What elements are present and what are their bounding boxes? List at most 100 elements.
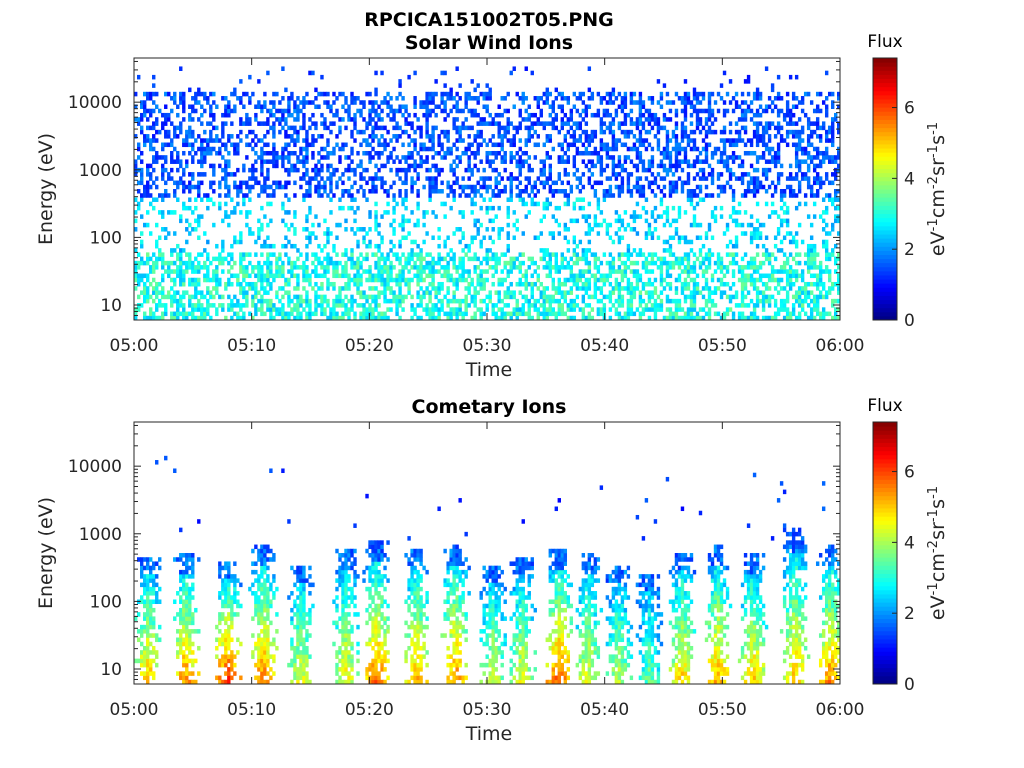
heatmap-cell bbox=[260, 104, 264, 110]
heatmap-cell bbox=[428, 100, 432, 105]
heatmap-cell bbox=[164, 260, 168, 266]
heatmap-cell bbox=[437, 227, 441, 232]
heatmap-cell bbox=[269, 252, 273, 257]
heatmap-cell bbox=[314, 265, 318, 270]
heatmap-cell bbox=[740, 231, 745, 236]
heatmap-cell bbox=[761, 138, 766, 143]
heatmap-cell bbox=[167, 91, 171, 97]
heatmap-cell bbox=[209, 163, 213, 169]
heatmap-cell bbox=[254, 180, 258, 186]
heatmap-cell bbox=[692, 129, 697, 135]
heatmap-cell bbox=[479, 142, 483, 148]
heatmap-cell bbox=[296, 155, 300, 160]
heatmap-cell bbox=[356, 189, 360, 194]
heatmap-cell bbox=[308, 210, 312, 215]
heatmap-cell bbox=[680, 269, 685, 274]
heatmap-cell bbox=[626, 248, 631, 253]
heatmap-cell bbox=[503, 260, 507, 266]
heatmap-cell bbox=[410, 248, 414, 253]
heatmap-cell bbox=[641, 311, 646, 317]
heatmap-cell bbox=[791, 307, 796, 312]
heatmap-cell bbox=[593, 265, 598, 270]
heatmap-cell bbox=[611, 193, 616, 198]
heatmap-cell bbox=[560, 260, 564, 266]
heatmap-cell bbox=[548, 307, 552, 312]
heatmap-cell bbox=[641, 265, 646, 270]
heatmap-cell bbox=[425, 146, 429, 152]
heatmap-cell bbox=[656, 303, 661, 308]
heatmap-cell bbox=[629, 227, 634, 232]
heatmap-cell bbox=[671, 315, 676, 321]
heatmap-cell bbox=[785, 210, 790, 215]
heatmap-cell bbox=[431, 269, 435, 274]
heatmap-cell bbox=[467, 184, 471, 190]
heatmap-cell bbox=[464, 307, 468, 312]
heatmap-cell bbox=[689, 269, 694, 274]
heatmap-cell bbox=[632, 273, 637, 279]
heatmap-cell bbox=[284, 193, 288, 198]
heatmap-cell bbox=[386, 269, 390, 274]
heatmap-cell bbox=[752, 129, 757, 135]
heatmap-cell bbox=[758, 180, 763, 186]
heatmap-cell bbox=[614, 311, 619, 317]
heatmap-cell bbox=[608, 100, 613, 105]
heatmap-cell bbox=[698, 117, 703, 122]
heatmap-cell bbox=[284, 243, 288, 249]
heatmap-cell bbox=[584, 290, 589, 295]
heatmap-cell bbox=[173, 193, 177, 198]
heatmap-cell bbox=[731, 311, 736, 317]
heatmap-cell bbox=[350, 298, 354, 304]
heatmap-cell bbox=[263, 150, 267, 156]
heatmap-cell bbox=[722, 129, 727, 135]
heatmap-cell bbox=[707, 112, 712, 118]
heatmap-cell bbox=[290, 265, 294, 270]
heatmap-cell bbox=[764, 315, 769, 321]
heatmap-cell bbox=[221, 112, 225, 118]
heatmap-cell bbox=[575, 286, 580, 291]
heatmap-cell bbox=[716, 108, 721, 114]
heatmap-cell bbox=[698, 108, 703, 114]
heatmap-cell bbox=[182, 303, 186, 308]
heatmap-cell bbox=[221, 269, 225, 274]
heatmap-cell bbox=[569, 218, 574, 224]
heatmap-cell bbox=[509, 142, 513, 148]
heatmap-cell bbox=[674, 108, 679, 114]
heatmap-cell bbox=[266, 307, 270, 312]
heatmap-cell bbox=[557, 176, 561, 181]
heatmap-cell bbox=[377, 155, 381, 160]
heatmap-cell bbox=[476, 281, 480, 287]
heatmap-cell bbox=[698, 248, 703, 253]
heatmap-cell bbox=[716, 277, 721, 283]
heatmap-cell bbox=[272, 277, 276, 283]
heatmap-cell bbox=[422, 277, 426, 283]
heatmap-cell bbox=[317, 180, 321, 186]
heatmap-cell bbox=[593, 180, 598, 186]
heatmap-cell bbox=[677, 142, 682, 148]
heatmap-cell bbox=[311, 311, 315, 317]
heatmap-cell bbox=[686, 311, 691, 317]
heatmap-cell bbox=[182, 184, 186, 190]
heatmap-cell bbox=[218, 146, 222, 152]
heatmap-cell bbox=[314, 290, 318, 295]
heatmap-cell bbox=[779, 307, 784, 312]
heatmap-cell bbox=[212, 180, 216, 186]
heatmap-cell bbox=[410, 184, 414, 190]
heatmap-cell bbox=[545, 265, 549, 270]
heatmap-cell bbox=[410, 265, 414, 270]
heatmap-cell bbox=[770, 210, 775, 215]
heatmap-cell bbox=[449, 315, 453, 321]
heatmap-cell bbox=[374, 298, 378, 304]
heatmap-cell bbox=[773, 104, 778, 110]
heatmap-cell bbox=[593, 214, 598, 219]
heatmap-cell bbox=[416, 201, 420, 207]
heatmap-cell bbox=[572, 155, 577, 160]
heatmap-cell bbox=[437, 307, 441, 312]
heatmap-cell bbox=[710, 129, 715, 135]
heatmap-cell bbox=[458, 260, 462, 266]
heatmap-cell bbox=[563, 256, 568, 262]
heatmap-cell bbox=[134, 104, 138, 110]
heatmap-cell bbox=[227, 112, 231, 118]
heatmap-cell bbox=[794, 260, 799, 266]
heatmap-cell bbox=[377, 269, 381, 274]
heatmap-cell bbox=[785, 121, 790, 126]
